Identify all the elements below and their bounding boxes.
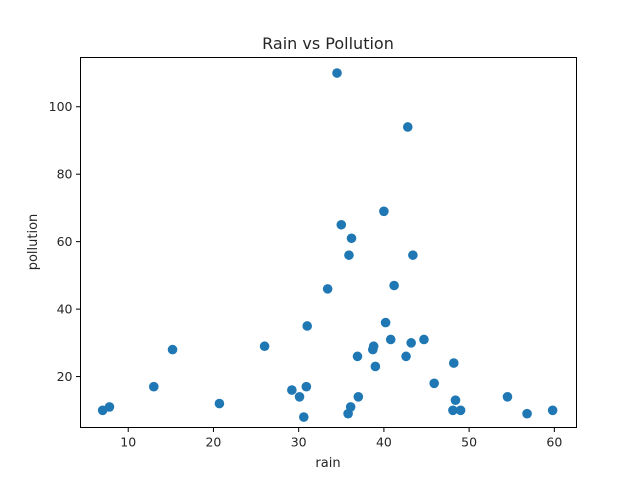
data-point: [408, 250, 418, 260]
data-point: [287, 385, 297, 395]
x-tick-label: 40: [376, 435, 392, 450]
data-point: [302, 321, 312, 331]
data-point: [448, 358, 459, 368]
data-point: [298, 412, 309, 422]
data-point: [352, 351, 363, 362]
chart-title: Rain vs Pollution: [262, 34, 394, 53]
data-point: [450, 395, 461, 405]
data-point: [522, 408, 532, 419]
data-point: [294, 392, 305, 402]
y-tick-label: 80: [57, 167, 73, 182]
data-point: [502, 392, 513, 402]
data-point: [379, 206, 389, 217]
data-point: [389, 280, 399, 291]
data-point: [368, 341, 379, 352]
x-axis-label: rain: [315, 456, 340, 471]
data-point: [448, 405, 458, 416]
data-point: [402, 122, 413, 132]
data-point: [380, 317, 391, 328]
x-tick-label: 30: [291, 435, 307, 450]
data-point: [167, 344, 178, 355]
x-axis-ticks: 10 20 30 40 50 60: [120, 427, 562, 450]
data-point: [345, 402, 356, 412]
data-point: [547, 405, 558, 416]
data-point: [353, 392, 364, 402]
data-point: [385, 334, 396, 345]
data-point: [429, 378, 439, 389]
y-axis-ticks: 20 40 60 80 100: [49, 99, 81, 384]
data-point: [406, 338, 416, 348]
x-tick-label: 60: [546, 435, 562, 450]
y-tick-label: 100: [49, 99, 73, 114]
y-axis-label: pollution: [26, 214, 41, 271]
y-tick-label: 20: [57, 369, 73, 384]
x-tick-label: 10: [120, 435, 136, 450]
data-point: [301, 381, 312, 392]
x-tick-label: 20: [205, 435, 221, 450]
data-point: [401, 351, 411, 362]
x-tick-label: 50: [461, 435, 477, 450]
data-points: [97, 68, 558, 422]
data-point: [346, 233, 357, 244]
data-point: [259, 341, 270, 352]
data-point: [336, 219, 347, 230]
data-point: [370, 361, 381, 372]
data-point: [104, 402, 115, 412]
data-point: [455, 405, 466, 416]
data-point: [344, 250, 354, 260]
y-tick-label: 60: [57, 234, 73, 249]
y-tick-label: 40: [57, 302, 73, 317]
plot-area-frame: [80, 57, 577, 428]
data-point: [332, 68, 342, 78]
data-point: [148, 381, 159, 392]
data-point: [419, 334, 429, 345]
data-point: [322, 284, 333, 294]
data-point: [214, 398, 225, 409]
